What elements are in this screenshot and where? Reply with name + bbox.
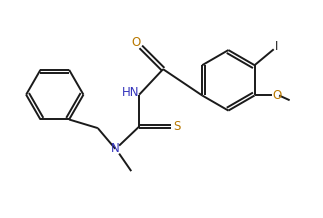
Text: O: O (272, 89, 281, 102)
Text: N: N (111, 142, 120, 155)
Text: I: I (275, 40, 279, 53)
Text: O: O (131, 36, 140, 49)
Text: HN: HN (121, 86, 139, 99)
Text: S: S (173, 120, 181, 133)
